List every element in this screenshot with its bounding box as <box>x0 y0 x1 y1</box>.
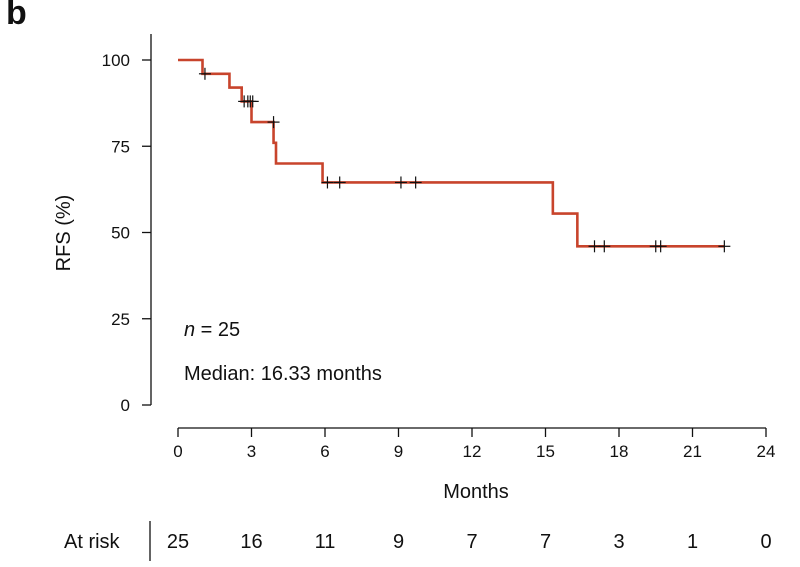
x-tick-label: 18 <box>610 442 629 461</box>
at-risk-value: 0 <box>760 531 771 553</box>
x-tick-label: 15 <box>536 442 555 461</box>
panel-label: b <box>6 0 27 32</box>
at-risk-value: 11 <box>315 531 336 553</box>
x-tick-label: 12 <box>463 442 482 461</box>
n-italic: n <box>184 319 195 341</box>
censor-mark <box>409 176 422 189</box>
n-annotation: n = 25 <box>184 319 240 341</box>
at-risk-value: 7 <box>540 531 551 553</box>
x-ticks: 0 3 6 9 12 15 18 21 24 <box>173 428 775 461</box>
x-axis-title: Months <box>443 481 509 503</box>
x-tick-label: 0 <box>173 442 182 461</box>
y-ticks: 0 25 50 75 100 <box>102 51 151 415</box>
survival-line <box>178 58 725 248</box>
censor-mark <box>321 176 334 189</box>
censor-marks <box>198 67 731 253</box>
y-tick-label: 100 <box>102 51 130 70</box>
y-tick-label: 50 <box>111 224 130 243</box>
at-risk-value: 16 <box>240 531 262 553</box>
at-risk-label: At risk <box>64 531 121 553</box>
censor-mark <box>394 176 407 189</box>
x-tick-label: 24 <box>757 442 776 461</box>
median-annotation: Median: 16.33 months <box>184 363 382 385</box>
at-risk-values: 25 16 11 9 7 7 3 1 0 <box>167 531 772 553</box>
at-risk-value: 3 <box>613 531 624 553</box>
x-tick-label: 9 <box>394 442 403 461</box>
at-risk-value: 7 <box>466 531 477 553</box>
n-value: = 25 <box>195 319 240 341</box>
at-risk-value: 1 <box>687 531 698 553</box>
censor-mark <box>333 176 346 189</box>
y-tick-label: 75 <box>111 137 130 156</box>
x-tick-label: 21 <box>683 442 702 461</box>
censor-mark <box>267 116 280 129</box>
y-axis-title: RFS (%) <box>53 195 75 272</box>
at-risk-table: At risk 25 16 11 9 7 7 3 1 0 <box>64 521 772 561</box>
at-risk-value: 25 <box>167 531 189 553</box>
censor-mark <box>198 67 211 80</box>
censor-mark <box>718 240 731 253</box>
km-curve <box>178 58 725 248</box>
censor-mark <box>654 240 667 253</box>
at-risk-value: 9 <box>393 531 404 553</box>
censor-mark <box>598 240 611 253</box>
y-tick-label: 25 <box>111 310 130 329</box>
x-tick-label: 3 <box>247 442 256 461</box>
censor-mark <box>246 95 259 108</box>
y-tick-label: 0 <box>121 396 130 415</box>
x-tick-label: 6 <box>320 442 329 461</box>
